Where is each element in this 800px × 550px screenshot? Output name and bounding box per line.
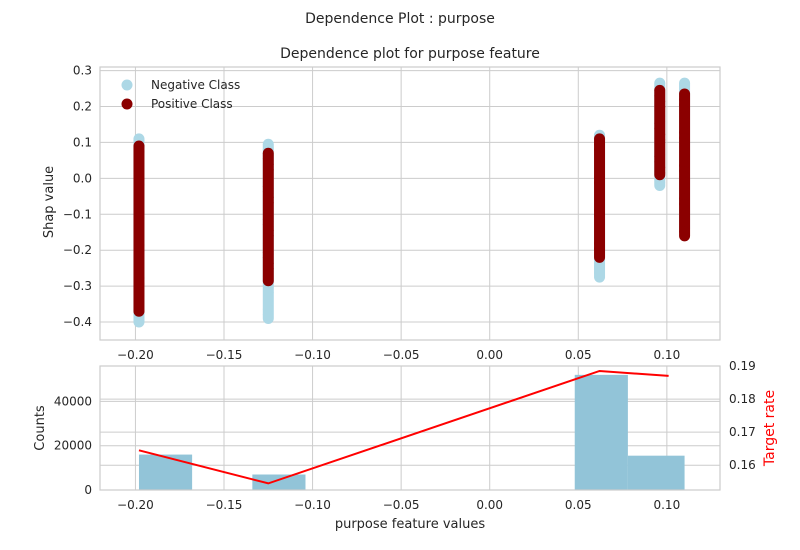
scatter-y-tick-label: −0.4 (63, 315, 92, 329)
figure-suptitle: Dependence Plot : purpose (305, 11, 495, 27)
hist-bar (574, 374, 628, 490)
legend-marker-positive (121, 98, 133, 110)
scatter-x-tick-label: −0.15 (206, 348, 243, 362)
scatter-x-tick-label: 0.05 (565, 348, 592, 362)
scatter-point (594, 249, 605, 260)
scatter-x-tick-label: −0.05 (383, 348, 420, 362)
hist-xlabel: purpose feature values (335, 517, 486, 532)
hist-bar (627, 455, 685, 490)
hist-y2-tick-label: 0.18 (729, 392, 756, 406)
hist-x-tick-label: 0.00 (476, 498, 503, 512)
scatter-point (679, 226, 690, 237)
scatter-frame (99, 66, 721, 341)
hist-y-tick-label: 0 (84, 483, 92, 497)
scatter-y-tick-label: −0.2 (63, 243, 92, 257)
scatter-y-tick-label: −0.3 (63, 279, 92, 293)
scatter-x-tick-label: 0.10 (653, 348, 680, 362)
scatter-plot: −0.20 −0.15 −0.10 −0.05 0.00 0.05 0.10 −0.4 −0.3… (63, 64, 721, 362)
hist-y-tick-label: 40000 (54, 394, 92, 408)
histogram-plot: −0.20 −0.15 −0.10 −0.05 0.00 0.05 0.10 0 20000 40… (54, 359, 756, 512)
scatter-x-tick-label: −0.20 (117, 348, 154, 362)
scatter-y-tick-label: −0.1 (63, 207, 92, 221)
scatter-series-positive (133, 84, 691, 317)
legend-label-positive: Positive Class (151, 97, 233, 111)
scatter-x-tick-label: 0.00 (476, 348, 503, 362)
scatter-legend: Negative Class Positive Class (121, 78, 240, 111)
scatter-point (134, 306, 145, 317)
hist-y2label: Target rate (762, 390, 778, 467)
hist-x-tick-label: −0.15 (206, 498, 243, 512)
scatter-point (655, 167, 666, 178)
hist-x-tick-label: 0.10 (653, 498, 680, 512)
hist-x-tick-label: 0.05 (565, 498, 592, 512)
target-rate-line (138, 369, 669, 485)
legend-marker-negative (121, 79, 133, 91)
hist-frame (99, 365, 721, 491)
hist-x-tick-label: −0.05 (383, 498, 420, 512)
scatter-y-tick-label: 0.2 (73, 100, 92, 114)
hist-bar (138, 454, 193, 490)
hist-ylabel: Counts (33, 405, 48, 451)
scatter-point (263, 274, 274, 285)
scatter-y-tick-label: 0.0 (73, 171, 92, 185)
scatter-point (134, 315, 145, 326)
scatter-y-tick-label: 0.3 (73, 64, 92, 78)
scatter-ylabel: Shap value (42, 166, 57, 238)
legend-label-negative: Negative Class (151, 78, 240, 92)
hist-y2-tick-label: 0.16 (729, 458, 756, 472)
hist-x-tick-label: −0.10 (294, 498, 331, 512)
scatter-title: Dependence plot for purpose feature (280, 46, 540, 62)
scatter-plot-area (100, 67, 720, 340)
hist-y2-tick-label: 0.19 (729, 359, 756, 373)
scatter-y-tick-label: 0.1 (73, 135, 92, 149)
scatter-x-tick-label: −0.10 (294, 348, 331, 362)
scatter-point (262, 309, 273, 320)
hist-y2-tick-label: 0.17 (729, 425, 756, 439)
hist-x-tick-label: −0.20 (117, 498, 154, 512)
scatter-point (594, 267, 605, 278)
hist-y-tick-label: 20000 (54, 439, 92, 453)
hist-bar (252, 474, 306, 490)
